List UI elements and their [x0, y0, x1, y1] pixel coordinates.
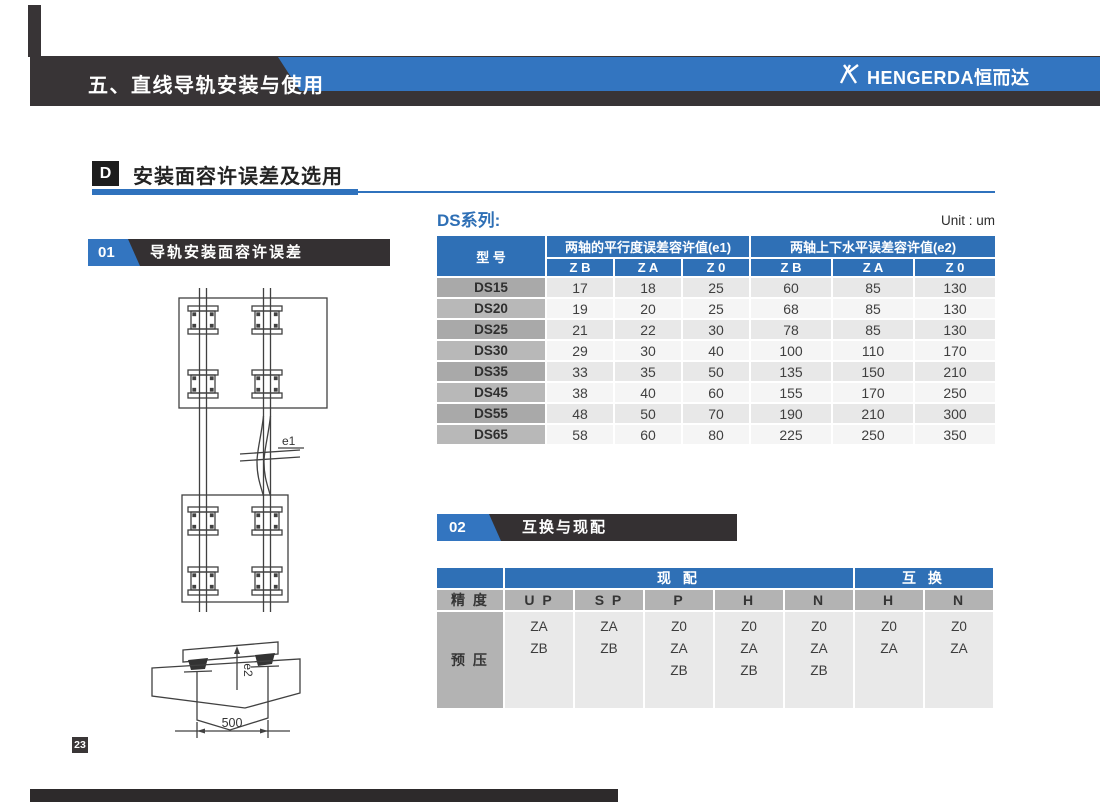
preload-cell: Z0 ZA ZB [715, 612, 783, 708]
dimension-500-label: 500 [222, 716, 243, 730]
grade-cell: N [925, 590, 993, 610]
col-group-e1: 两轴的平行度误差容许值(e1) [547, 236, 749, 257]
subheader: Z 0 [915, 259, 995, 276]
hengerda-logo-icon [838, 62, 862, 91]
subheader: Z B [751, 259, 831, 276]
chapter-title: 五、直线导轨安装与使用 [88, 75, 325, 97]
e2-label: e2 [241, 663, 255, 677]
section-title: 安装面容许误差及选用 [133, 166, 343, 188]
banner-02-number: 02 [449, 519, 466, 536]
preload-cell: Z0 ZA [855, 612, 923, 708]
page-number-badge: 23 [72, 737, 88, 753]
model-cell: DS45 [437, 383, 545, 402]
banner-02-parallelogram [437, 514, 501, 541]
section-letter-badge: D [92, 161, 119, 186]
model-cell: DS20 [437, 299, 545, 318]
banner-01-number: 01 [98, 244, 115, 261]
group-xianpei: 现 配 [505, 568, 853, 588]
preload-cell: ZA ZB [505, 612, 573, 708]
grade-cell: H [855, 590, 923, 610]
grade-cell: H [715, 590, 783, 610]
grade-cell: N [785, 590, 853, 610]
unit-label: Unit : um [940, 213, 995, 228]
table-row: DS45 38 40 60 155 170 250 [437, 383, 995, 402]
interchange-table: 现 配 互 换 精 度 U P S P P H N H N 预 压 ZA ZB Z… [435, 566, 995, 710]
table-row: DS55 48 50 70 190 210 300 [437, 404, 995, 423]
preload-label: 预 压 [437, 612, 503, 708]
preload-cell: Z0 ZA ZB [645, 612, 713, 708]
model-cell: DS25 [437, 320, 545, 339]
col-header-model: 型 号 [437, 236, 545, 276]
brand-name: HENGERDA恒而达 [867, 67, 1030, 88]
page-corner-tab [28, 5, 41, 57]
subheader: Z A [615, 259, 681, 276]
subheader: Z 0 [683, 259, 749, 276]
group-huhuan: 互 换 [855, 568, 993, 588]
table-row: DS15 17 18 25 60 85 130 [437, 278, 995, 297]
grade-cell: S P [575, 590, 643, 610]
ds-tolerance-table: 型 号 两轴的平行度误差容许值(e1) 两轴上下水平误差容许值(e2) Z B … [435, 234, 997, 446]
grade-cell: P [645, 590, 713, 610]
col-group-e2: 两轴上下水平误差容许值(e2) [751, 236, 995, 257]
precision-label: 精 度 [437, 590, 503, 610]
grade-cell: U P [505, 590, 573, 610]
banner-01-title: 导轨安装面容许误差 [150, 244, 304, 261]
header-blue-stripe [278, 57, 1100, 91]
model-cell: DS15 [437, 278, 545, 297]
table-row: DS25 21 22 30 78 85 130 [437, 320, 995, 339]
footer-strip [30, 789, 618, 802]
table-row: DS20 19 20 25 68 85 130 [437, 299, 995, 318]
banner-02-title: 互换与现配 [522, 519, 608, 536]
banner-02: 02 互换与现配 [437, 514, 737, 541]
e1-label: e1 [282, 434, 296, 448]
preload-cell: ZA ZB [575, 612, 643, 708]
subheader: Z B [547, 259, 613, 276]
banner-01: 01 导轨安装面容许误差 [88, 239, 390, 266]
model-cell: DS30 [437, 341, 545, 360]
model-cell: DS65 [437, 425, 545, 444]
model-cell: DS35 [437, 362, 545, 381]
brand-logo: HENGERDA恒而达 [838, 62, 1030, 91]
section-rule-thin [358, 191, 995, 193]
ds-series-label: DS系列: [437, 211, 501, 230]
subheader: Z A [833, 259, 913, 276]
table-row: DS65 58 60 80 225 250 350 [437, 425, 995, 444]
preload-cell: Z0 ZA ZB [785, 612, 853, 708]
table-row: DS35 33 35 50 135 150 210 [437, 362, 995, 381]
table-row: DS30 29 30 40 100 110 170 [437, 341, 995, 360]
model-cell: DS55 [437, 404, 545, 423]
preload-cell: Z0 ZA [925, 612, 993, 708]
section-rule-thick [92, 189, 358, 195]
rail-installation-diagram: e1 e2 500 [151, 288, 328, 738]
corner-cell [437, 568, 503, 588]
